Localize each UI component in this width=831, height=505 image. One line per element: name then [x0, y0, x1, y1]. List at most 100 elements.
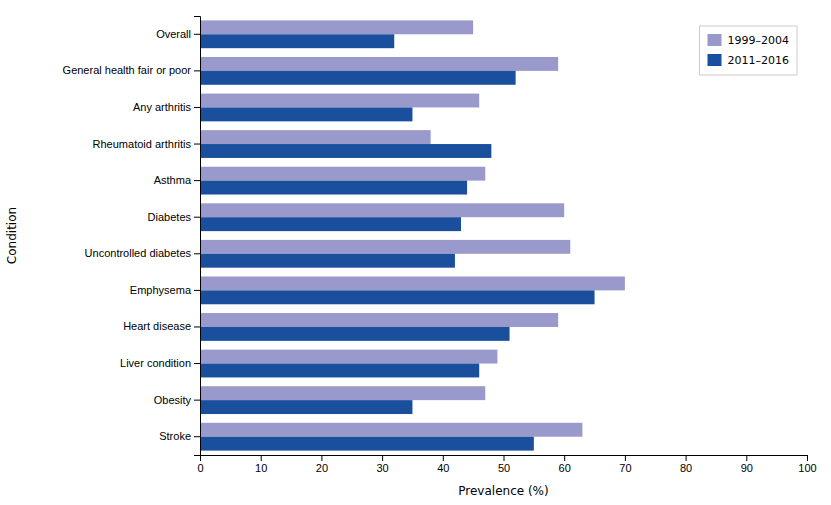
tick-mark	[686, 455, 687, 461]
tick-label: 90	[741, 462, 753, 474]
tick-mark	[194, 107, 200, 108]
bar	[200, 423, 582, 437]
tick-label: Diabetes	[148, 211, 192, 223]
tick: 50	[498, 455, 510, 474]
chart: 0 10 20 30 40 50 60 70 80 90 100 Overall General hea…	[0, 0, 831, 505]
tick-mark	[194, 400, 200, 401]
tick: 10	[255, 455, 267, 474]
bar	[200, 94, 479, 108]
tick-label: Asthma	[154, 174, 192, 186]
bar	[200, 364, 479, 378]
plot: 0 10 20 30 40 50 60 70 80 90 100 Overall General hea…	[63, 17, 817, 474]
tick-label: 0	[197, 462, 203, 474]
tick-mark	[382, 455, 383, 461]
tick-mark	[504, 455, 505, 461]
tick: 70	[619, 455, 631, 474]
tick: Asthma	[154, 174, 200, 186]
tick: 0	[197, 455, 203, 474]
legend-label: 1999–2004	[728, 34, 790, 47]
tick-label: 30	[376, 462, 388, 474]
bar	[200, 20, 473, 34]
tick-mark	[194, 34, 200, 35]
tick: 30	[376, 455, 388, 474]
bar	[200, 203, 564, 217]
bar	[200, 71, 516, 85]
tick-label: 10	[255, 462, 267, 474]
tick-label: 80	[680, 462, 692, 474]
tick: 40	[437, 455, 449, 474]
tick: General health fair or poor	[63, 64, 200, 76]
tick: 100	[798, 455, 816, 474]
tick-label: Stroke	[159, 430, 191, 442]
tick: Liver condition	[120, 357, 200, 369]
tick-label: Heart disease	[123, 320, 191, 332]
tick-mark	[194, 363, 200, 364]
tick: Rheumatoid arthritis	[93, 138, 200, 150]
y-axis: Overall General health fair or poor Any ar…	[63, 17, 201, 456]
axis-line	[201, 456, 808, 462]
tick: Obesity	[154, 394, 200, 406]
tick-mark	[443, 455, 444, 461]
tick-label: 40	[437, 462, 449, 474]
bar	[200, 181, 467, 195]
tick-label: 100	[798, 462, 816, 474]
tick-mark	[807, 455, 808, 461]
tick: Emphysema	[130, 284, 200, 296]
tick-mark	[194, 290, 200, 291]
legend-swatch	[708, 54, 722, 66]
tick-label: 70	[619, 462, 631, 474]
tick-label: Uncontrolled diabetes	[85, 247, 192, 259]
bar	[200, 276, 625, 290]
legend-swatch	[708, 34, 722, 46]
legend-item: 1999–2004	[708, 34, 790, 47]
tick-label: Any arthritis	[133, 101, 192, 113]
tick: 60	[559, 455, 571, 474]
bar	[200, 313, 558, 327]
tick: 20	[316, 455, 328, 474]
tick-label: Liver condition	[120, 357, 191, 369]
tick-mark	[564, 455, 565, 461]
axis-line	[194, 17, 201, 456]
tick-label: 20	[316, 462, 328, 474]
bar	[200, 290, 595, 304]
legend: 1999–2004 2011–2016	[700, 26, 798, 75]
tick-label: 60	[559, 462, 571, 474]
series	[200, 34, 595, 450]
tick-mark	[194, 217, 200, 218]
tick: 80	[680, 455, 692, 474]
tick-mark	[321, 455, 322, 461]
y-axis-title: Condition	[5, 207, 19, 264]
tick-mark	[194, 326, 200, 327]
bar	[200, 437, 534, 451]
tick: Heart disease	[123, 320, 200, 332]
tick-label: Rheumatoid arthritis	[93, 138, 192, 150]
bar	[200, 107, 412, 121]
tick-mark	[194, 180, 200, 181]
bar	[200, 217, 461, 231]
tick-label: Overall	[156, 28, 191, 40]
bar	[200, 57, 558, 71]
bar	[200, 350, 497, 364]
bar	[200, 400, 412, 414]
bar	[200, 386, 485, 400]
bar	[200, 34, 394, 48]
tick-label: Obesity	[154, 394, 192, 406]
tick-mark	[625, 455, 626, 461]
tick-mark	[194, 144, 200, 145]
tick-label: General health fair or poor	[63, 64, 192, 76]
bar	[200, 240, 570, 254]
series	[200, 20, 625, 436]
tick-mark	[261, 455, 262, 461]
x-axis-title: Prevalence (%)	[458, 484, 548, 498]
tick: Any arthritis	[133, 101, 200, 113]
tick-label: Emphysema	[130, 284, 192, 296]
tick: Diabetes	[148, 211, 200, 223]
tick: Overall	[156, 28, 200, 40]
tick-mark	[194, 436, 200, 437]
x-axis: 0 10 20 30 40 50 60 70 80 90 100	[197, 455, 816, 474]
legend-label: 2011–2016	[728, 54, 790, 67]
bar	[200, 167, 485, 181]
tick: Uncontrolled diabetes	[85, 247, 200, 259]
bar	[200, 254, 455, 268]
legend-frame	[700, 26, 798, 75]
